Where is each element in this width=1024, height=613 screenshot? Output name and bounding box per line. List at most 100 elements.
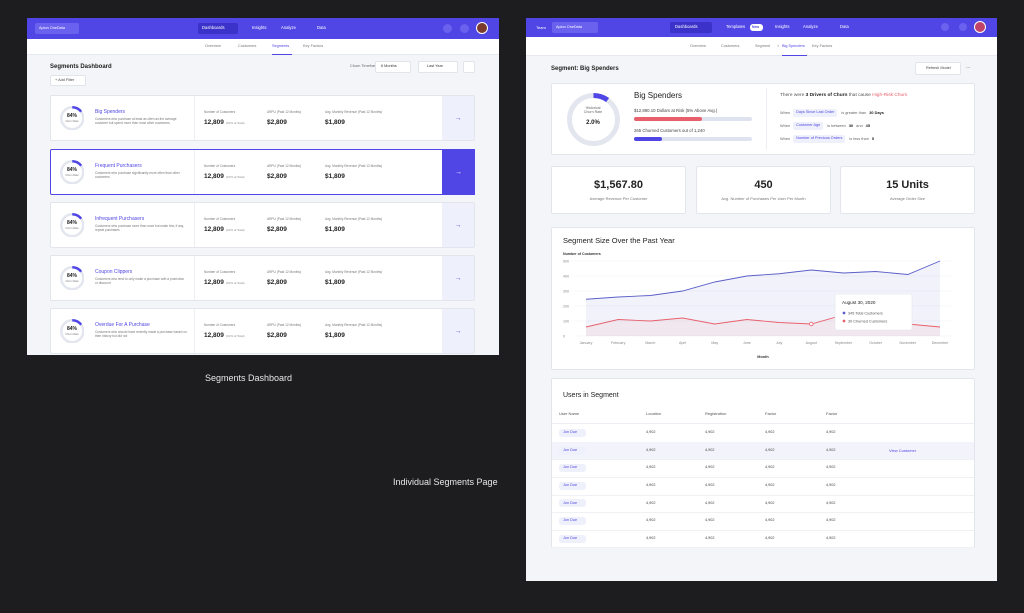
- stat-value: $2,809: [267, 278, 287, 286]
- table-cell: 4,902: [646, 535, 656, 540]
- icon-button[interactable]: [941, 23, 949, 31]
- segment-card[interactable]: [50, 202, 475, 248]
- tab[interactable]: Key Factors: [812, 44, 833, 49]
- tab[interactable]: Segments: [272, 44, 290, 49]
- top-nav: [27, 18, 499, 39]
- nav-item[interactable]: Templates: [726, 24, 746, 30]
- churn-ring: [59, 159, 85, 185]
- segment-description: Customers who purchase more than once bu…: [95, 224, 184, 233]
- drivers-text: There were: [780, 92, 806, 98]
- segment-description: Customers who purchase significantly mor…: [95, 171, 180, 180]
- table-cell: 4,902: [646, 500, 656, 505]
- rule-chip: [793, 135, 846, 143]
- row-divider: [552, 512, 974, 514]
- more-button[interactable]: ...: [966, 63, 971, 70]
- user-chip[interactable]: [559, 534, 586, 543]
- open-arrow[interactable]: →: [442, 149, 475, 195]
- row-divider: [552, 529, 974, 531]
- tab[interactable]: Overview: [690, 44, 706, 49]
- nav-item[interactable]: Insights: [775, 24, 790, 30]
- user-name[interactable]: Jon Doe: [563, 465, 578, 470]
- user-chip[interactable]: [559, 429, 586, 437]
- tooltip-swatch: [842, 311, 846, 315]
- user-name[interactable]: Jon Doe: [563, 500, 578, 505]
- workspace-selector[interactable]: [552, 22, 598, 33]
- segment-description: Customers who purchase at least as often…: [95, 117, 177, 126]
- stat-value: 12,809: [204, 278, 224, 286]
- tab[interactable]: Customers: [721, 44, 740, 49]
- y-tick-label: 400: [563, 274, 569, 278]
- churn-label: Churn Rate: [65, 332, 79, 336]
- drivers-text: that cause: [847, 92, 873, 98]
- rule-field: Number of Previous Orders: [796, 136, 843, 141]
- churn-label: Churn Rate: [65, 226, 79, 230]
- stat-value: $1,809: [325, 172, 345, 180]
- user-chip[interactable]: [559, 481, 586, 490]
- stat-value: 12,809: [204, 225, 224, 233]
- tab[interactable]: Big Spenders: [782, 44, 805, 49]
- button[interactable]: [50, 75, 86, 86]
- tab[interactable]: Key Factors: [303, 44, 324, 49]
- table-cell: 4,902: [646, 447, 656, 452]
- stat-label: Avg. Monthly Revenue (Past 12 Months): [325, 110, 383, 115]
- user-chip[interactable]: [559, 464, 586, 473]
- tab[interactable]: Customers: [238, 44, 257, 49]
- select[interactable]: [375, 61, 411, 73]
- select[interactable]: [418, 61, 458, 73]
- open-arrow[interactable]: →: [442, 203, 474, 247]
- icon-button[interactable]: [443, 24, 452, 33]
- nav-item[interactable]: Insights: [252, 25, 267, 31]
- avatar[interactable]: [974, 21, 986, 33]
- nav-item[interactable]: Data: [840, 24, 849, 30]
- button[interactable]: [915, 62, 961, 75]
- churn-label: Churn Rate: [65, 119, 79, 123]
- user-chip[interactable]: [559, 446, 586, 455]
- y-tick-label: 500: [563, 259, 569, 263]
- user-name[interactable]: Jon Doe: [563, 535, 578, 540]
- segment-card[interactable]: [50, 95, 475, 141]
- user-name[interactable]: Jon Doe: [563, 482, 578, 487]
- stat-value: $2,809: [267, 331, 287, 339]
- nav-item[interactable]: Analyze: [803, 24, 818, 30]
- avatar[interactable]: [476, 22, 488, 34]
- segment-card[interactable]: [50, 255, 475, 301]
- column-header: Location: [646, 411, 662, 416]
- tab[interactable]: Segment: [755, 44, 771, 49]
- icon-button[interactable]: [463, 61, 475, 73]
- stat-label: Avg. Monthly Revenue (Past 12 Months): [325, 217, 383, 222]
- nav-item[interactable]: Dashboards: [675, 24, 698, 30]
- stat-value: $2,809: [267, 225, 287, 233]
- nav-item[interactable]: Dashboards: [202, 25, 225, 31]
- user-name[interactable]: Jon Doe: [563, 430, 578, 435]
- open-arrow[interactable]: →: [442, 96, 474, 140]
- stat-value: $1,567.80: [594, 178, 643, 191]
- segment-name: Coupon Clippers: [95, 268, 133, 275]
- open-arrow[interactable]: →: [442, 256, 474, 300]
- nav-active[interactable]: [670, 22, 712, 33]
- stat-note: (10% of Total): [226, 120, 245, 125]
- page-title: Segments Dashboard: [50, 64, 112, 70]
- table-cell: 4,902: [765, 447, 775, 452]
- icon-button[interactable]: [460, 24, 469, 33]
- segment-description: Customers who should have recently made …: [95, 330, 187, 339]
- divider: [766, 88, 767, 150]
- rule-when: When: [780, 123, 791, 129]
- user-chip[interactable]: [559, 517, 586, 525]
- table-cell: 4,902: [705, 447, 715, 452]
- tab[interactable]: Overview: [205, 44, 221, 49]
- row-action[interactable]: View Customer: [889, 447, 917, 453]
- icon-button[interactable]: [959, 23, 967, 31]
- workspace-selector[interactable]: [35, 23, 79, 34]
- tooltip-line: 30 Churned Customers: [848, 319, 887, 323]
- nav-item[interactable]: Data: [317, 25, 326, 31]
- open-arrow[interactable]: →: [442, 309, 474, 353]
- user-name[interactable]: Jon Doe: [563, 447, 578, 452]
- segment-card[interactable]: [50, 308, 475, 354]
- table-cell: 4,902: [765, 430, 775, 435]
- stat-value: $1,809: [325, 278, 345, 286]
- nav-item[interactable]: Analyze: [281, 25, 296, 31]
- user-chip[interactable]: [559, 499, 586, 508]
- user-name[interactable]: Jon Doe: [563, 518, 578, 523]
- segment-card[interactable]: [50, 149, 475, 195]
- nav-active[interactable]: [198, 23, 238, 34]
